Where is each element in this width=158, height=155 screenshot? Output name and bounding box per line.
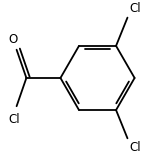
Text: Cl: Cl	[9, 113, 20, 126]
Text: Cl: Cl	[129, 141, 140, 154]
Text: O: O	[8, 33, 18, 46]
Text: Cl: Cl	[129, 2, 140, 15]
